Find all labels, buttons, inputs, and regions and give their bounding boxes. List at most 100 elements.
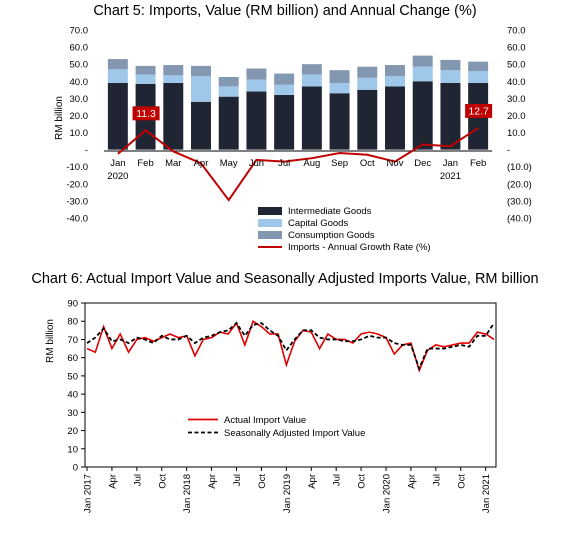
- bar-consumption-goods: [440, 59, 461, 71]
- chart-6-x-tick: Jan 2021: [481, 474, 492, 513]
- chart-5-x-label: Feb: [137, 158, 153, 169]
- chart-6-legend: Actual Import Value Seasonally Adjusted I…: [188, 415, 365, 439]
- line-actual-import-value: [86, 319, 495, 373]
- chart-6: Chart 6: Actual Import Value and Seasona…: [31, 271, 538, 513]
- chart-6-y-tick: 0: [73, 463, 78, 474]
- legend-swatch: [258, 207, 282, 215]
- chart-5-x-label: Oct: [360, 158, 375, 169]
- legend-label: Intermediate Goods: [288, 206, 372, 217]
- chart-6-x-tick: Jul: [332, 474, 343, 486]
- bar-capital-goods: [385, 76, 405, 87]
- bar-consumption-goods: [246, 68, 267, 80]
- chart-6-x-tick: Jul: [232, 474, 243, 486]
- chart-6-y-axis-label: RM billion: [45, 319, 56, 363]
- bar-consumption-goods: [191, 65, 211, 77]
- chart-5-y-axis-label: RM billion: [54, 96, 65, 140]
- chart-5: Chart 5: Imports, Value (RM billion) and…: [54, 3, 532, 253]
- chart-6-y-tick: 70: [67, 335, 78, 346]
- legend-swatch: [258, 219, 282, 227]
- chart-6-x-tick: Apr: [406, 474, 417, 489]
- chart-6-x-tick: Apr: [107, 474, 118, 489]
- chart-6-x-tick: Oct: [257, 474, 268, 489]
- bar-intermediate-goods: [163, 82, 184, 150]
- bar-intermediate-goods: [412, 81, 433, 150]
- data-label: 12.7: [468, 105, 489, 117]
- chart-5-x-label: Jan: [443, 158, 458, 169]
- chart-6-x-tick: Oct: [456, 474, 467, 489]
- chart-5-year-label: 2020: [107, 171, 128, 182]
- chart-5-left-tick: 60.0: [70, 43, 89, 54]
- chart-5-right-tick: -: [507, 145, 510, 156]
- chart-5-x-label: Feb: [470, 158, 486, 169]
- chart-5-year-label: 2021: [440, 171, 461, 182]
- chart-5-right-tick: 50.0: [507, 60, 526, 71]
- chart-5-left-tick: -: [85, 145, 88, 156]
- chart-5-x-label: May: [220, 158, 238, 169]
- chart-5-right-tick: 10.0: [507, 128, 526, 139]
- chart-6-y-tick: 60: [67, 353, 78, 364]
- chart-6-lines: [86, 319, 495, 373]
- chart-5-right-tick: 60.0: [507, 43, 526, 54]
- legend-swatch: [258, 231, 282, 239]
- bar-intermediate-goods: [301, 86, 322, 150]
- bar-intermediate-goods: [329, 93, 350, 150]
- bar-capital-goods: [135, 74, 156, 84]
- bar-capital-goods: [468, 71, 489, 83]
- chart-6-x-tick: Jul: [132, 474, 143, 486]
- chart-5-left-tick: 70.0: [70, 26, 89, 37]
- bar-capital-goods: [357, 77, 378, 90]
- bar-capital-goods: [440, 70, 461, 83]
- chart-5-right-tick: (40.0): [507, 214, 532, 225]
- bar-consumption-goods: [329, 70, 350, 83]
- chart-6-x-tick: Oct: [157, 474, 168, 489]
- chart-5-left-tick: 10.0: [70, 128, 89, 139]
- chart-6-x-ticks: Jan 2017 Apr Jul Oct Jan 2018 Apr Jul Oct Jan 20…: [83, 467, 492, 513]
- chart-5-title: Chart 5: Imports, Value (RM billion) and…: [93, 3, 476, 19]
- data-label-box: [132, 106, 160, 121]
- bar-intermediate-goods: [218, 96, 239, 150]
- chart-5-left-tick: 50.0: [70, 60, 89, 71]
- bar-capital-goods: [274, 84, 295, 95]
- legend-label: Consumption Goods: [288, 230, 375, 241]
- chart-5-x-labels: Jan Feb Mar Apr May Jun Jul Aug Sep Oct Nov Dec Jan F…: [107, 158, 486, 182]
- chart-5-x-label: Dec: [414, 158, 431, 169]
- chart-5-right-tick: 20.0: [507, 111, 526, 122]
- bar-capital-goods: [107, 69, 128, 83]
- chart-5-x-label: Apr: [194, 158, 209, 169]
- chart-6-x-tick: Apr: [207, 474, 218, 489]
- bar-consumption-goods: [357, 66, 378, 78]
- chart-6-x-tick: Jan 2020: [382, 474, 393, 513]
- bar-capital-goods: [218, 86, 239, 97]
- chart-5-x-label: Jul: [278, 158, 290, 169]
- bar-consumption-goods: [163, 65, 184, 76]
- chart-5-data-labels: 11.3 12.7: [132, 103, 493, 121]
- legend-label: Seasonally Adjusted Import Value: [224, 428, 365, 439]
- bar-consumption-goods: [274, 73, 295, 85]
- chart-6-y-tick: 50: [67, 371, 78, 382]
- bar-consumption-goods: [107, 59, 128, 70]
- chart-5-right-tick: (10.0): [507, 162, 532, 173]
- chart-5-right-tick: (20.0): [507, 179, 532, 190]
- chart-5-x-label: Aug: [303, 158, 320, 169]
- chart-6-y-tick: 90: [67, 299, 78, 310]
- chart-5-growth-line: [117, 127, 479, 202]
- chart-5-left-tick: 30.0: [70, 94, 89, 105]
- bar-consumption-goods: [385, 65, 405, 77]
- bar-capital-goods: [412, 66, 433, 82]
- legend-label: Actual Import Value: [224, 415, 306, 426]
- growth-rate-line: [117, 127, 479, 202]
- data-label-box: [465, 103, 493, 118]
- chart-5-right-ticks: 70.0 60.0 50.0 40.0 30.0 20.0 10.0 - (10.0) (20.0…: [507, 26, 532, 225]
- chart-6-plot-frame: [84, 302, 497, 468]
- chart-6-title: Chart 6: Actual Import Value and Seasona…: [31, 271, 538, 287]
- chart-6-x-tick: Apr: [307, 474, 318, 489]
- data-label: 11.3: [136, 108, 156, 120]
- bar-capital-goods: [329, 82, 350, 94]
- bar-consumption-goods: [412, 55, 433, 67]
- bar-intermediate-goods: [107, 82, 128, 150]
- chart-5-x-label: Mar: [165, 158, 181, 169]
- chart-6-y-ticks: 0 10 20 30 40 50 60 70 80 90: [67, 299, 85, 474]
- bar-consumption-goods: [135, 65, 156, 75]
- bar-capital-goods: [163, 75, 184, 83]
